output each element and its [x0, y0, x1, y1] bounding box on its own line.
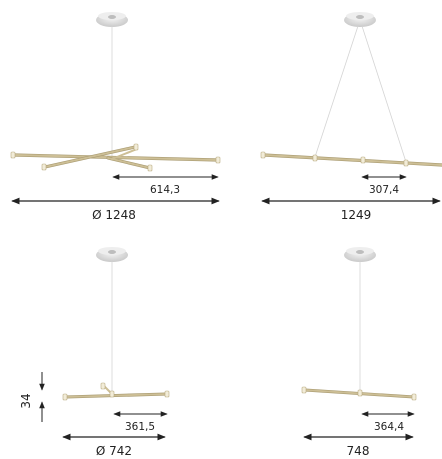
inner-dimension-label: 361,5: [125, 421, 155, 433]
ceiling-canopy: [344, 247, 376, 262]
lamp-rods: [64, 385, 169, 399]
ceiling-canopy: [344, 12, 376, 27]
lamp-rod: [262, 153, 442, 167]
overall-dimension-label: 748: [347, 444, 370, 458]
suspension-cable-right: [361, 25, 407, 163]
rod-end-caps: [301, 386, 417, 401]
ceiling-canopy: [96, 12, 128, 27]
view-top-left: 614,3 Ø 1248: [10, 12, 221, 222]
suspension-cable-left: [314, 25, 359, 158]
rod-end-caps: [10, 143, 221, 172]
inner-dimension-label: 364,4: [374, 421, 404, 433]
rod-end-caps: [260, 151, 409, 167]
view-top-right: 307,4 1249: [260, 12, 442, 222]
overall-dimension-label: Ø 742: [96, 444, 132, 458]
lamp-rods: [12, 145, 220, 170]
height-dimension-label: 34: [19, 393, 33, 408]
rod-end-caps: [62, 382, 170, 401]
ceiling-canopy: [96, 247, 128, 262]
inner-dimension-label: 307,4: [369, 184, 399, 196]
overall-dimension-label: Ø 1248: [92, 208, 136, 222]
inner-dimension-label: 614,3: [150, 184, 180, 196]
overall-dimension-label: 1249: [341, 208, 372, 222]
view-bottom-left: 34 361,5 Ø 742: [19, 247, 170, 458]
view-bottom-right: 364,4 748: [301, 247, 417, 458]
